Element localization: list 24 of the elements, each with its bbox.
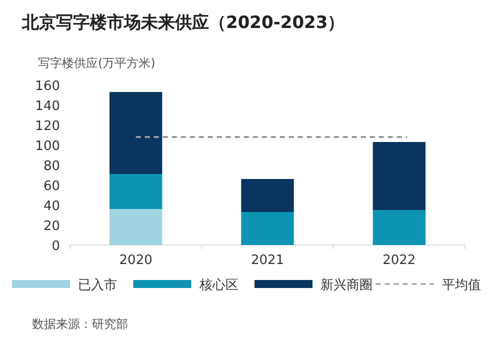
bar (372, 142, 426, 210)
bar (241, 179, 294, 212)
x-tick-label: 2021 (250, 253, 284, 268)
x-tick-label: 2022 (382, 253, 416, 268)
bar (372, 210, 426, 245)
y-axis-title: 写字楼供应(万平方米) (38, 56, 156, 70)
legend-label: 已入市 (78, 278, 117, 293)
bar (110, 92, 162, 174)
legend-label: 核心区 (198, 277, 238, 293)
y-tick-label: 120 (35, 119, 60, 134)
legend-label: 新兴商圈 (320, 278, 372, 293)
bar (241, 212, 294, 245)
y-tick-label: 60 (43, 179, 60, 194)
y-tick-label: 80 (43, 159, 60, 174)
y-tick-label: 40 (43, 199, 60, 214)
y-tick-label: 20 (43, 219, 60, 234)
y-tick-label: 160 (35, 79, 60, 94)
y-tick-label: 100 (35, 139, 60, 154)
x-tick-label: 2020 (119, 253, 152, 268)
legend-label: 平均值 (442, 278, 481, 293)
y-tick-label: 0 (52, 239, 60, 254)
chart-title: 北京写字楼市场未来供应（2020-2023） (21, 13, 345, 33)
y-tick-label: 140 (35, 99, 60, 114)
source-note: 数据来源：研究部 (32, 317, 128, 331)
